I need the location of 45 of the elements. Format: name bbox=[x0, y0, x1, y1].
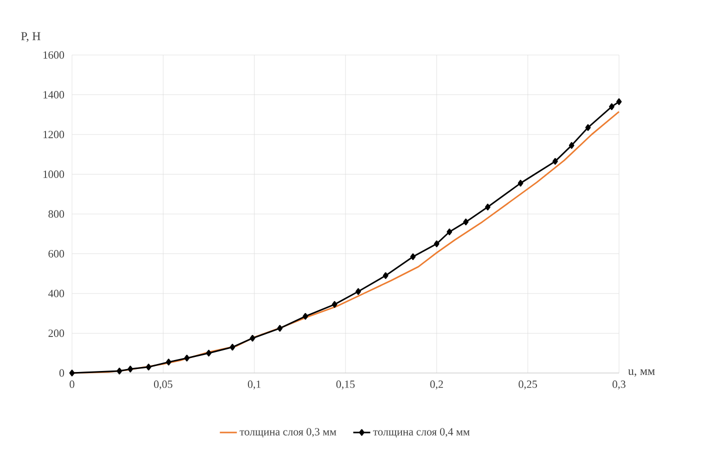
x-tick-label: 0,25 bbox=[518, 380, 537, 390]
point bbox=[410, 253, 416, 260]
y-tick-label: 0 bbox=[59, 369, 64, 377]
point bbox=[434, 240, 440, 248]
point bbox=[128, 366, 134, 372]
point bbox=[552, 158, 558, 165]
point bbox=[116, 368, 122, 374]
point bbox=[446, 228, 452, 236]
point bbox=[518, 180, 524, 187]
point bbox=[463, 218, 469, 226]
point bbox=[332, 301, 338, 308]
legend-label: толщина слоя 0,4 мм bbox=[373, 428, 470, 438]
point bbox=[184, 354, 190, 362]
x-tick-label: 0 bbox=[70, 380, 74, 388]
point bbox=[609, 103, 614, 110]
point bbox=[302, 313, 308, 320]
y-tick-label: 400 bbox=[48, 290, 64, 298]
point bbox=[356, 288, 361, 295]
x-tick-label: 0,15 bbox=[336, 380, 355, 390]
point bbox=[616, 98, 622, 106]
point bbox=[585, 124, 591, 131]
x-tick-label: 0,05 bbox=[154, 380, 172, 390]
point bbox=[382, 272, 388, 279]
y-tick-label: 1200 bbox=[44, 130, 64, 138]
point bbox=[250, 334, 256, 342]
x-tick-label: 0,1 bbox=[248, 380, 261, 390]
point bbox=[206, 350, 212, 356]
y-tick-label: 800 bbox=[48, 210, 64, 218]
point bbox=[230, 344, 236, 351]
x-axis-title: u, мм bbox=[628, 369, 655, 377]
y-tick-label: 1600 bbox=[44, 51, 64, 59]
point bbox=[277, 324, 283, 332]
y-axis-title: P, Н bbox=[21, 32, 40, 42]
point bbox=[69, 370, 75, 376]
y-tick-label: 1400 bbox=[44, 91, 64, 98]
x-tick-label: 0,2 bbox=[430, 380, 443, 390]
x-tick-label: 0,3 bbox=[612, 380, 626, 390]
legend-label: толщина слоя 0,3 мм bbox=[240, 428, 336, 438]
y-tick-label: 200 bbox=[48, 330, 64, 337]
point bbox=[485, 204, 490, 210]
point bbox=[166, 358, 172, 366]
point bbox=[568, 142, 574, 149]
y-tick-label: 1000 bbox=[44, 170, 64, 178]
y-tick-label: 600 bbox=[48, 250, 64, 258]
point bbox=[146, 364, 152, 370]
